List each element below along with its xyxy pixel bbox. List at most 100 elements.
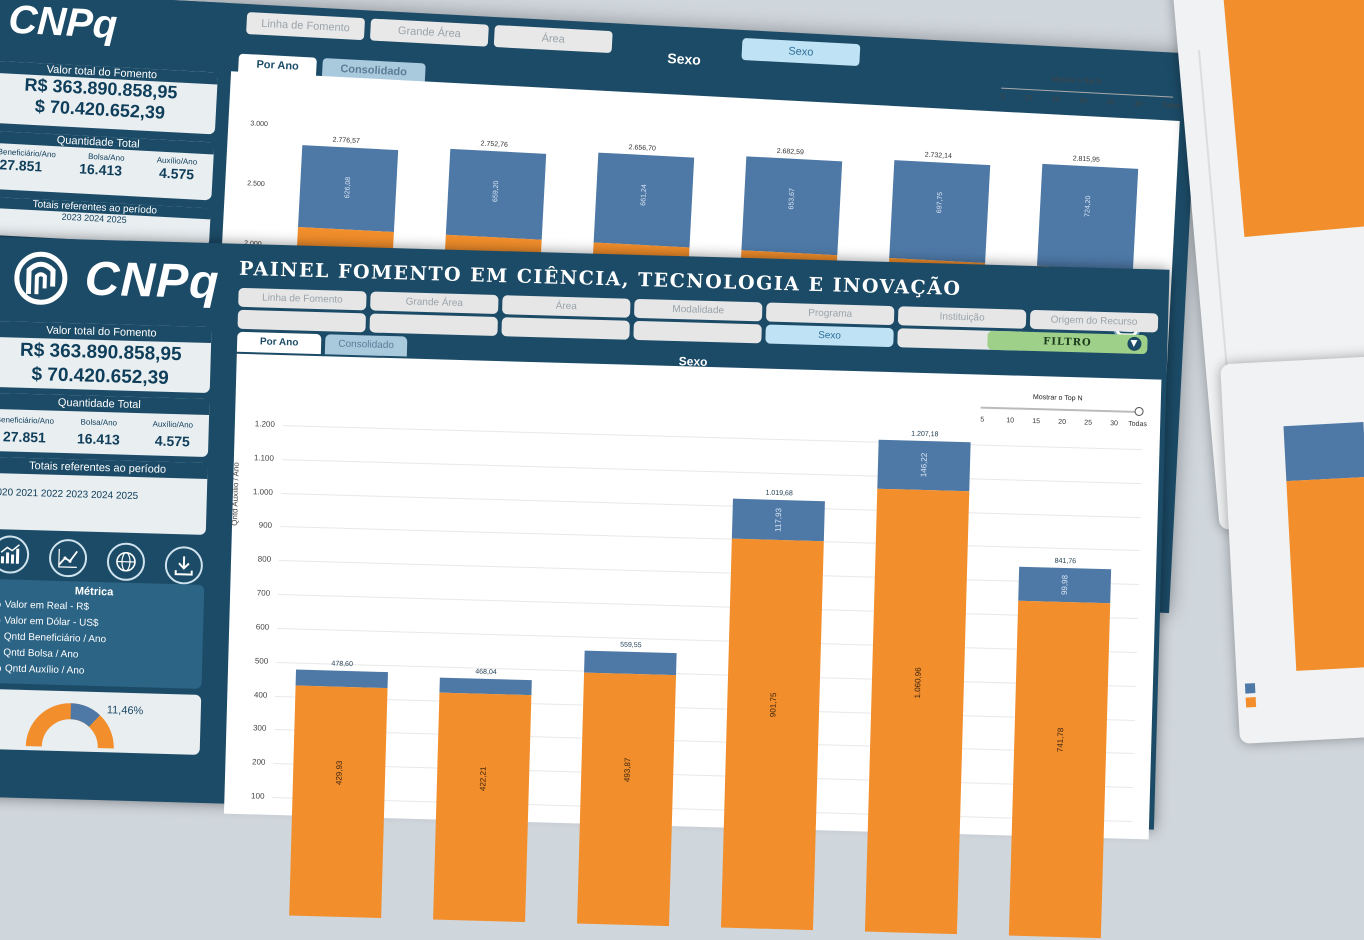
cnpq-logo-text: CNPq	[84, 252, 220, 311]
metric-option[interactable]: Qntd Bolsa / Ano	[0, 647, 79, 660]
bar-segment-orange	[1009, 601, 1110, 938]
bar-segment-orange	[433, 693, 531, 922]
fomento-brl: R$ 363.890.858,95	[0, 339, 211, 367]
metric-option-selected[interactable]: Qntd Auxílio / Ano	[0, 663, 85, 677]
filter-sexo[interactable]: Sexo	[765, 325, 893, 348]
background-bar-blue-label: 724,20	[1084, 195, 1092, 217]
background-bar-total: 2.815,95	[1072, 155, 1100, 163]
top-n-tick: 30	[1110, 420, 1118, 427]
filter-row2-slot-1[interactable]	[238, 310, 366, 333]
bar-orange-value-label: 741,78	[1056, 728, 1066, 753]
radio-selected-icon[interactable]	[0, 664, 1, 673]
line-chart-button[interactable]	[49, 539, 88, 578]
pie-box: 11,46%	[0, 689, 201, 755]
background-bar-total: 2.656,70	[628, 144, 656, 152]
top-n-slider[interactable]: Mostrar o Top N 5 10 15 20 25 30 Todas	[980, 393, 1151, 438]
top-n-tick: 20	[1058, 419, 1066, 426]
filter-row2-slot-3[interactable]	[501, 317, 629, 340]
background-bar-blue-label: 661,24	[640, 184, 648, 206]
y-tick-label: 1.100	[234, 453, 274, 463]
bg-tab-sexo[interactable]: Sexo	[741, 38, 860, 66]
top-n-handle[interactable]	[1134, 407, 1143, 416]
bg-tab-area[interactable]: Área	[494, 25, 613, 53]
gridline	[276, 662, 1136, 687]
y-tick-label: 500	[228, 655, 268, 665]
gridline	[278, 594, 1138, 619]
download-button[interactable]	[164, 546, 203, 585]
background-bar-blue-label: 653,67	[788, 188, 796, 210]
gridline	[280, 527, 1140, 552]
background-bar-total: 2.752,76	[480, 140, 508, 148]
filter-row2-slot-2[interactable]	[369, 313, 497, 336]
qty-bolsa: Bolsa/Ano 16.413	[62, 417, 135, 448]
gridline	[272, 797, 1132, 822]
filter-modalidade[interactable]: Modalidade	[634, 299, 762, 322]
bar-blue-value-label: 99,98	[1060, 575, 1070, 595]
gridline	[281, 493, 1141, 518]
gridline	[277, 628, 1137, 653]
bar-chart-icon	[0, 542, 22, 567]
bar-total-label: 559,55	[585, 640, 677, 650]
bar-orange-value-label: 1.060,96	[913, 667, 923, 698]
top-n-tick: 15	[1032, 418, 1040, 425]
y-tick-label: 100	[224, 791, 264, 801]
quantity-box: Quantidade Total Beneficiário/Ano 27.851…	[0, 393, 210, 457]
chart-area: Mostrar o Top N 5 10 15 20 25 30 Todas Q…	[224, 354, 1161, 840]
bg-tab-grande-area[interactable]: Grande Área	[370, 19, 489, 47]
filter-origem-do-recurso[interactable]: Origem do Recurso	[1030, 310, 1158, 333]
filtro-button[interactable]: FILTRO ▼	[987, 331, 1147, 354]
metric-title: Métrica	[0, 583, 204, 601]
background-chart-title: Sexo	[667, 50, 701, 68]
line-chart-icon	[56, 546, 81, 571]
background-right-panel-bottom	[1220, 356, 1364, 744]
filter-area[interactable]: Área	[502, 295, 630, 318]
bg-tab-linha[interactable]: Linha de Fomento	[246, 12, 365, 40]
y-tick-label: 1.200	[235, 419, 275, 429]
filtro-label: FILTRO	[1043, 336, 1092, 348]
bar-segment-blue	[584, 650, 677, 675]
tab-por-ano[interactable]: Por Ano	[237, 332, 322, 354]
background-bar-blue-label: 659,20	[492, 180, 500, 202]
bar-orange-value-label: 901,75	[768, 693, 778, 718]
top-n-tick: 5	[980, 417, 984, 424]
y-tick-label: 200	[225, 757, 265, 767]
gridline	[282, 459, 1142, 484]
tab-consolidado[interactable]: Consolidado	[325, 334, 408, 356]
map-button[interactable]	[106, 542, 145, 581]
top-n-label: Mostrar o Top N	[1033, 394, 1083, 402]
period-title: Totais referentes ao período	[0, 457, 208, 479]
filter-row2-slot-4[interactable]	[633, 321, 761, 344]
gridline	[279, 560, 1139, 585]
bar-segment-orange	[577, 672, 676, 926]
background-qty-box: Quantidade Total Beneficiário/Ano Bolsa/…	[0, 130, 214, 200]
bar-orange-value-label: 493,87	[623, 758, 633, 783]
top-n-track	[981, 407, 1139, 413]
cnpq-logo-icon	[10, 247, 72, 309]
bar-segment-orange	[865, 489, 969, 934]
quantity-title: Quantidade Total	[0, 393, 210, 415]
background-bar-total: 2.776,57	[332, 137, 360, 145]
filter-instituicao[interactable]: Instituição	[898, 306, 1026, 329]
y-tick-label: 800	[231, 554, 271, 564]
background-bar-blue	[1037, 164, 1138, 271]
filter-linha-de-fomento[interactable]: Linha de Fomento	[238, 288, 366, 311]
bar-chart-button[interactable]	[0, 535, 30, 574]
gridline	[275, 696, 1135, 721]
radio-icon[interactable]	[0, 601, 1, 608]
background-bar-blue-label: 697,75	[936, 192, 944, 214]
y-tick-label: 300	[226, 723, 266, 733]
y-tick-label: 400	[227, 689, 267, 699]
filter-programa[interactable]: Programa	[766, 303, 894, 326]
background-bar-total: 2.732,14	[924, 152, 952, 160]
bar-segment-orange	[721, 539, 824, 931]
y-tick-label: 900	[232, 520, 272, 530]
bar-blue-value-label: 117,93	[774, 508, 784, 532]
gridline	[273, 763, 1133, 788]
filter-grande-area[interactable]: Grande Área	[370, 291, 498, 314]
